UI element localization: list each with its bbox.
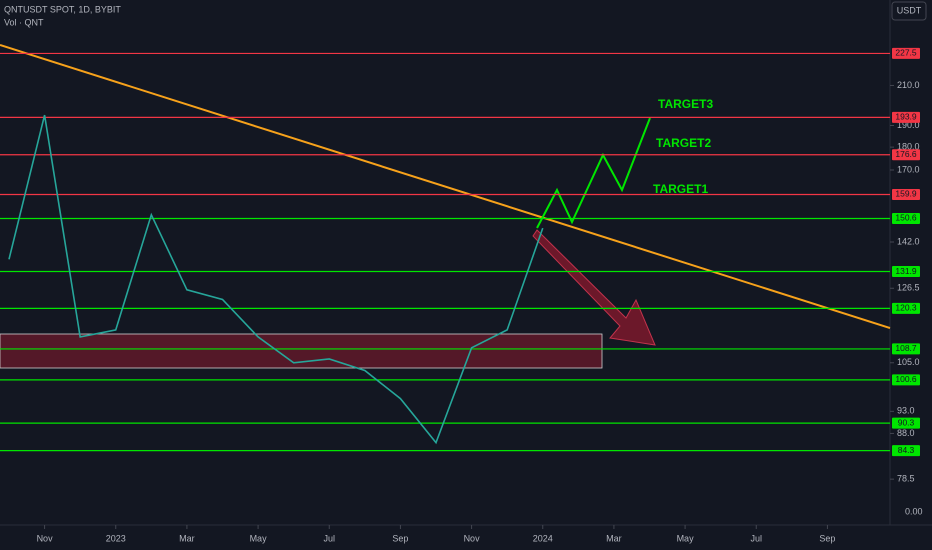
annotation: TARGET2 — [656, 136, 711, 150]
price-line — [8, 114, 544, 445]
level-badge — [892, 212, 920, 224]
level-badge — [892, 343, 920, 355]
trend-line — [0, 44, 891, 329]
y-tick-label: 170.0 — [897, 164, 920, 174]
level-label: 150.6 — [895, 213, 917, 223]
currency-button[interactable] — [891, 1, 927, 21]
y-tick-label: 190.0 — [897, 120, 920, 130]
y-tick-label: 78.5 — [897, 474, 915, 484]
x-tick-label: 2024 — [533, 533, 553, 543]
level-badge — [892, 302, 920, 314]
level-label: 193.9 — [895, 112, 917, 122]
volume-axis-label: 0.00 — [905, 506, 923, 516]
level-badge — [892, 266, 920, 278]
level-badge — [892, 445, 920, 457]
level-label: 227.5 — [895, 48, 917, 58]
level-label: 131.9 — [895, 266, 917, 276]
x-tick-label: Mar — [606, 533, 622, 543]
level-label: 120.3 — [895, 303, 917, 313]
x-tick-label: Jul — [750, 533, 762, 543]
y-tick-label: 210.0 — [897, 80, 920, 90]
level-badge — [892, 374, 920, 386]
level-label: 84.3 — [898, 445, 915, 455]
y-tick-label: 180.0 — [897, 142, 920, 152]
level-badge — [892, 47, 920, 59]
level-badge — [892, 188, 920, 200]
x-tick-label: Jul — [323, 533, 335, 543]
y-tick-label: 105.0 — [897, 357, 920, 367]
x-tick-label: Nov — [464, 533, 481, 543]
x-tick-label: Nov — [37, 533, 54, 543]
level-badge — [892, 111, 920, 123]
y-tick-label: 142.0 — [897, 236, 920, 246]
currency-label[interactable]: USDT — [897, 5, 922, 15]
x-tick-label: May — [250, 533, 268, 543]
level-label: 159.9 — [895, 189, 917, 199]
zone-box — [0, 333, 603, 369]
y-tick-label: 88.0 — [897, 428, 915, 438]
level-label: 90.3 — [898, 417, 915, 427]
level-badge — [892, 149, 920, 161]
chart-title: QNTUSDT SPOT, 1D, BYBIT — [4, 4, 121, 14]
chart-subtitle: Vol · QNT — [4, 17, 44, 27]
x-tick-label: Sep — [819, 533, 835, 543]
level-label: 176.6 — [895, 149, 917, 159]
target-path — [536, 117, 651, 229]
annotation: TARGET3 — [658, 97, 713, 111]
x-tick-label: Sep — [392, 533, 408, 543]
x-tick-label: May — [677, 533, 695, 543]
y-tick-label: 93.0 — [897, 406, 915, 416]
x-tick-label: 2023 — [106, 533, 126, 543]
level-badge — [892, 417, 920, 429]
annotation: TARGET1 — [653, 182, 708, 196]
y-tick-label: 126.5 — [897, 283, 920, 293]
x-tick-label: Mar — [179, 533, 195, 543]
level-label: 108.7 — [895, 343, 917, 353]
level-label: 100.6 — [895, 374, 917, 384]
down-arrow — [532, 229, 656, 346]
